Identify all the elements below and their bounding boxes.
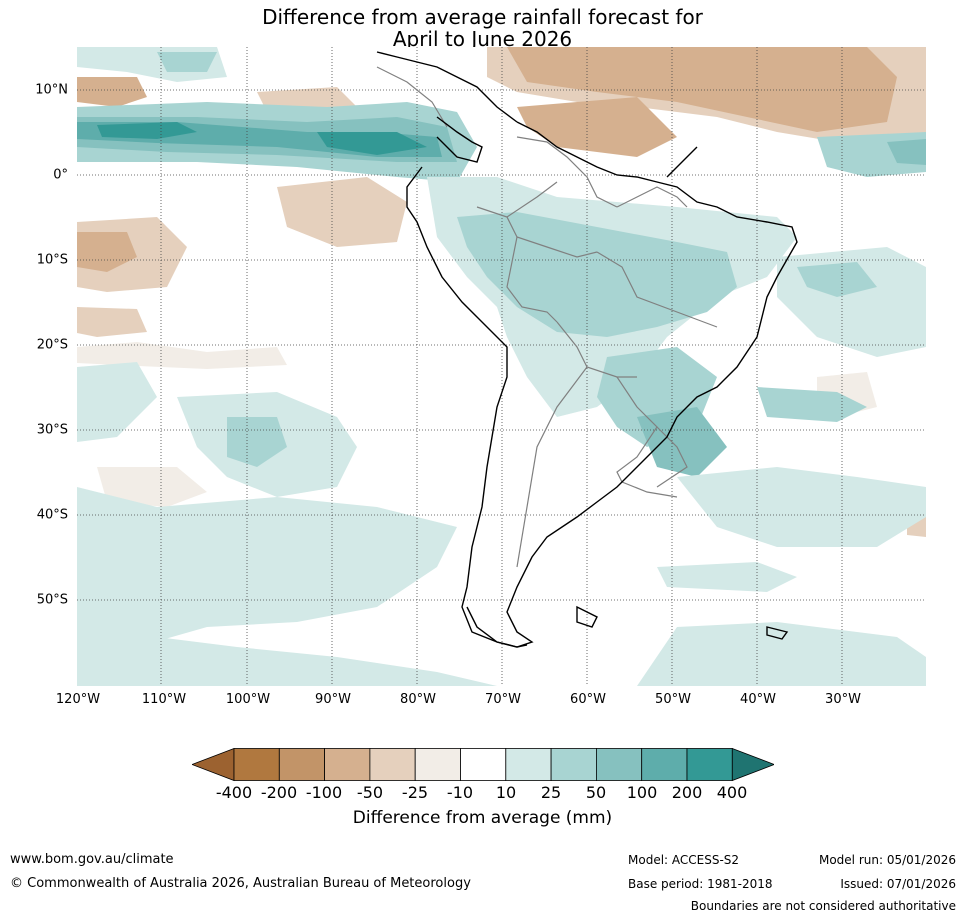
legend-tick: -50 (356, 783, 384, 802)
lat-label-30s: 30°S (36, 422, 68, 438)
legend-swatch (233, 748, 280, 781)
legend-tick: -100 (305, 783, 343, 802)
footer-model-run: Model run: 05/01/2026 (818, 853, 956, 867)
footer-website: www.bom.gov.au/climate (10, 852, 174, 867)
lon-label-70w: 70°W (485, 692, 521, 707)
legend-swatch (278, 748, 326, 781)
legend-tick: 50 (585, 783, 607, 802)
legend-arrow-high (731, 748, 774, 782)
lon-label-90w: 90°W (315, 692, 351, 707)
legend-swatch (505, 748, 552, 781)
footer-disclaimer: Boundaries are not considered authoritat… (690, 899, 956, 913)
legend-tick: 400 (716, 783, 748, 802)
legend-arrow-low (192, 748, 235, 782)
legend-swatch (686, 748, 733, 781)
footer-model: Model: ACCESS-S2 (628, 853, 740, 867)
lat-label-40s: 40°S (36, 507, 68, 523)
legend-tick: -400 (215, 783, 253, 802)
lat-label-20s: 20°S (36, 337, 68, 353)
legend-tick: -200 (260, 783, 298, 802)
lat-label-10n: 10°N (35, 82, 68, 98)
lon-label-30w: 30°W (825, 692, 861, 707)
lon-label-120w: 120°W (55, 692, 101, 707)
lon-label-60w: 60°W (570, 692, 606, 707)
graticule (77, 47, 926, 686)
footer-copyright: © Commonwealth of Australia 2026, Austra… (10, 876, 471, 891)
legend-swatch (324, 748, 371, 781)
legend-tick: 200 (671, 783, 703, 802)
wet-anomaly-areas (77, 47, 926, 686)
legend-swatch (414, 748, 461, 781)
legend-tick: -10 (446, 783, 474, 802)
lat-label-0: 0° (53, 167, 68, 183)
lat-label-50s: 50°S (36, 592, 68, 608)
legend-colorbar (192, 748, 774, 782)
lon-label-50w: 50°W (655, 692, 691, 707)
lon-label-80w: 80°W (400, 692, 436, 707)
map-title-line1: Difference from average rainfall forecas… (262, 5, 703, 29)
legend-swatch (460, 748, 507, 781)
footer-issued: Issued: 07/01/2026 (840, 877, 956, 891)
legend-swatch (369, 748, 416, 781)
footer-base-period: Base period: 1981-2018 (628, 877, 773, 891)
lon-label-100w: 100°W (225, 692, 271, 707)
rainfall-map (77, 47, 926, 686)
legend-tick: 100 (626, 783, 658, 802)
rainfall-map-svg (77, 47, 926, 686)
map-title-line2: April to June 2026 (392, 27, 573, 51)
legend-tick: 25 (540, 783, 562, 802)
dry-anomaly-areas (77, 47, 926, 577)
legend-swatch (641, 748, 688, 781)
coastline (376, 51, 798, 648)
legend-tick: 10 (495, 783, 517, 802)
lat-label-10s: 10°S (36, 252, 68, 268)
legend-swatch (595, 748, 643, 781)
lon-label-40w: 40°W (740, 692, 776, 707)
country-borders (376, 66, 718, 568)
legend-label: Difference from average (mm) (352, 808, 613, 828)
lon-label-110w: 110°W (141, 692, 187, 707)
legend-tick: -25 (401, 783, 429, 802)
legend-swatch (550, 748, 597, 781)
